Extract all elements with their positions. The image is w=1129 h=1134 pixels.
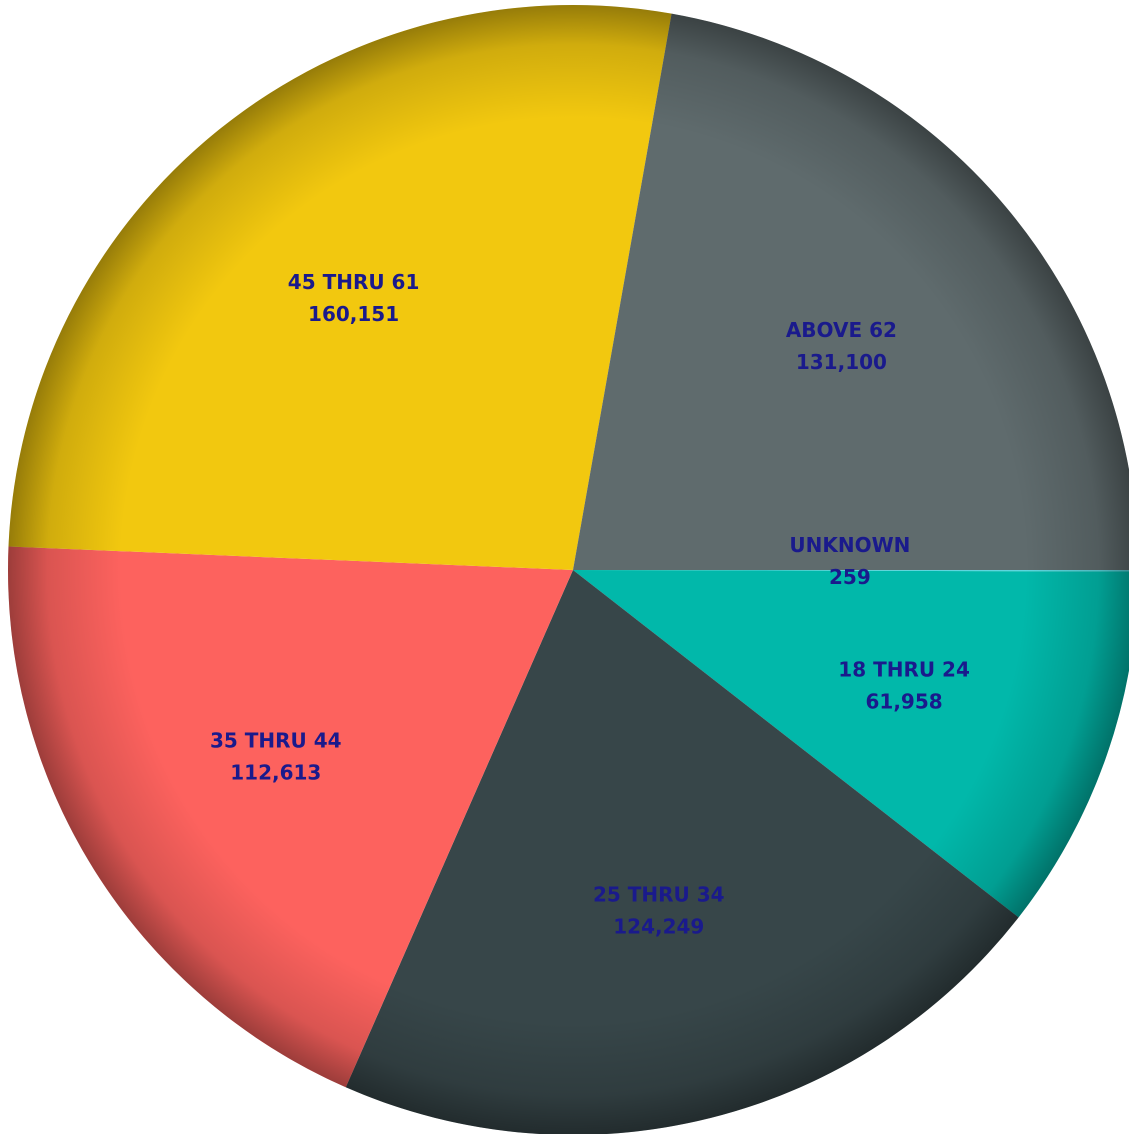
slice-value-label: 160,151 [308,302,399,326]
slice-category-label: 25 THRU 34 [593,883,725,907]
slice-label-group: ABOVE 62 131,100 [786,318,897,374]
slice-value-label: 259 [829,565,871,589]
slice-label-group: 18 THRU 24 61,958 [838,657,970,713]
slice-label-group: 45 THRU 61 160,151 [288,270,420,326]
slice-value-label: 131,100 [796,350,887,374]
slice-label-group: 35 THRU 44 112,613 [210,728,342,784]
slice-category-label: 35 THRU 44 [210,728,342,752]
slice-label-group: 25 THRU 34 124,249 [593,883,725,939]
slice-category-label: 18 THRU 24 [838,657,970,681]
slice-value-label: 124,249 [613,915,704,939]
slice-category-label: UNKNOWN [789,533,910,557]
slice-value-label: 112,613 [230,760,321,784]
slice-label-group: UNKNOWN 259 [789,533,910,589]
slice-category-label: 45 THRU 61 [288,270,420,294]
slice-category-label: ABOVE 62 [786,318,897,342]
slice-value-label: 61,958 [866,689,943,713]
